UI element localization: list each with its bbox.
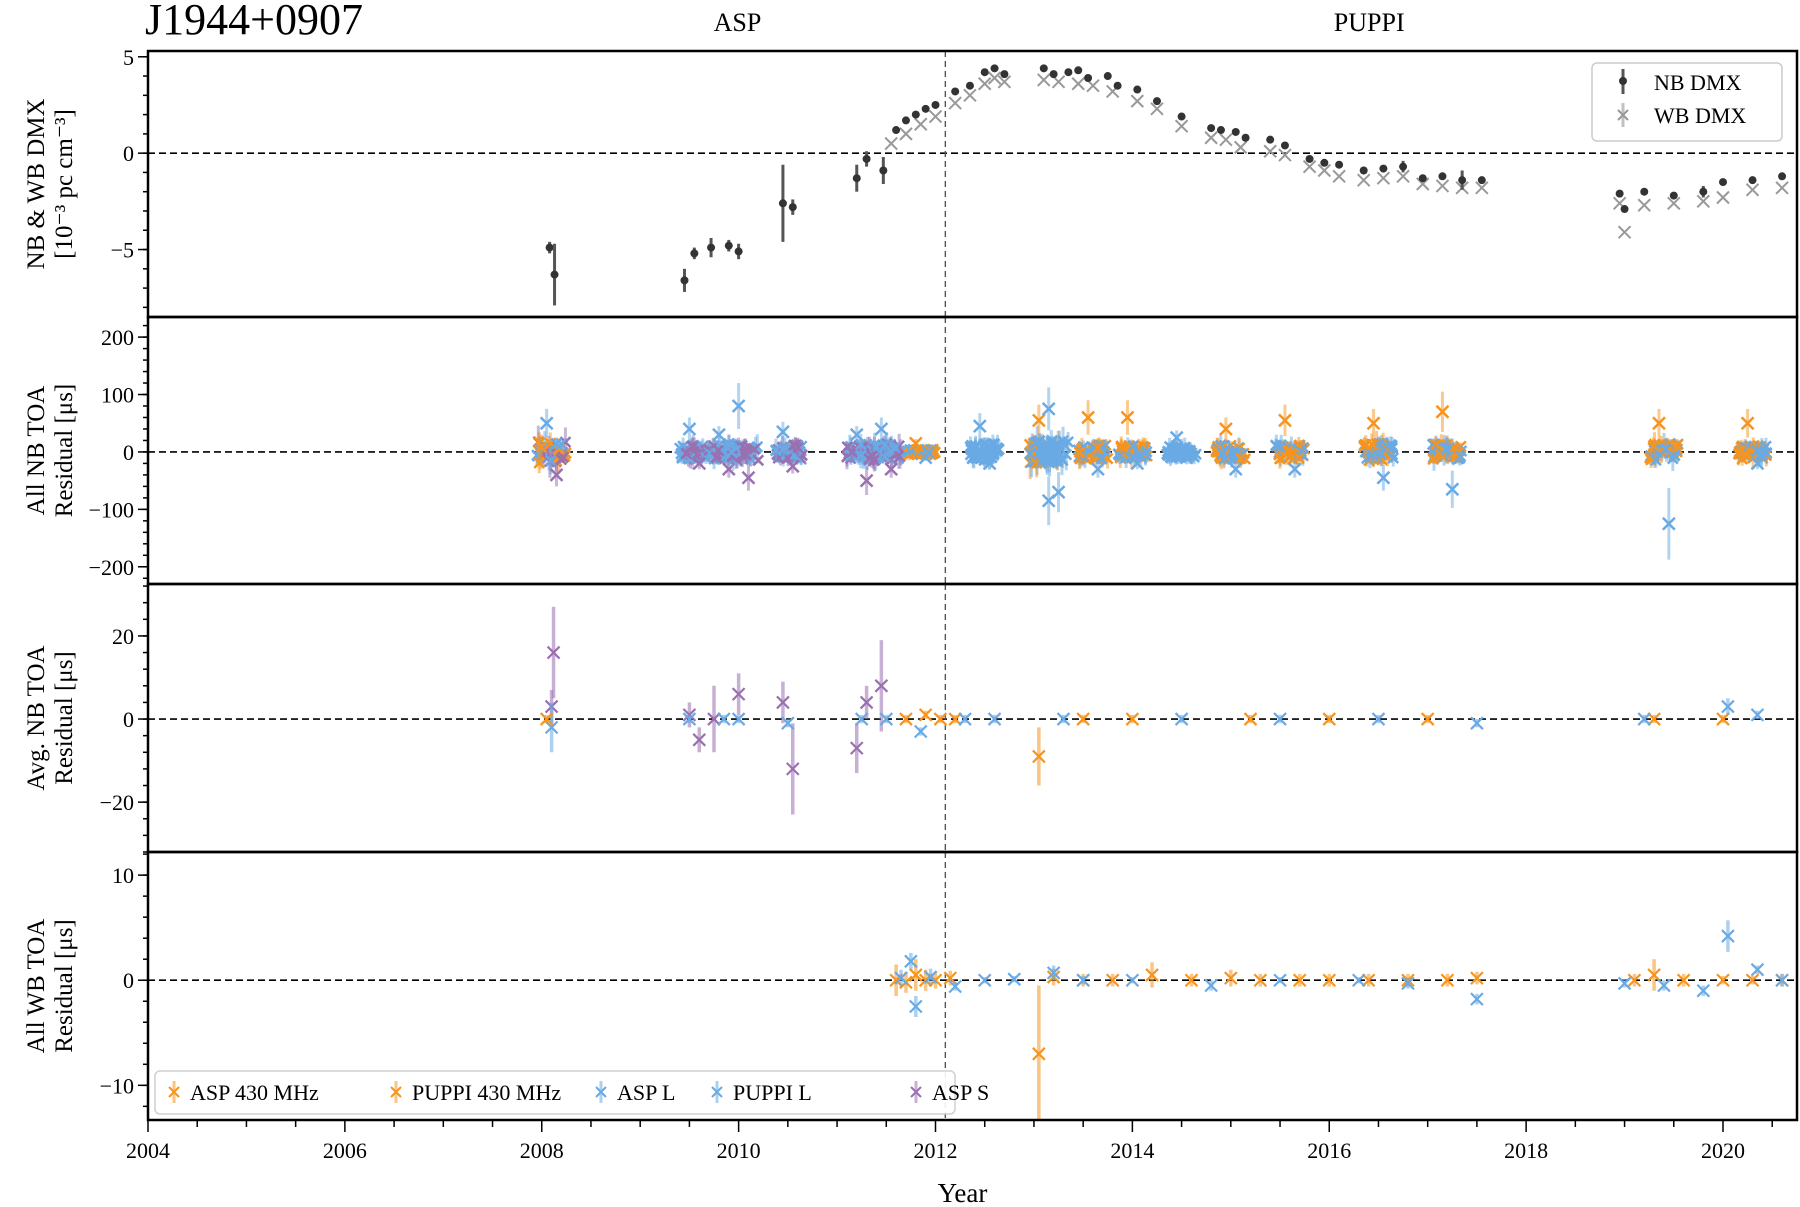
y-tick-label: 200: [101, 325, 134, 350]
y-tick-label: 0: [123, 141, 134, 166]
x-tick-label: 2010: [717, 1138, 761, 1163]
panel-dmx: −5 0 5 NB & WB DMX [10⁻³ pc cm⁻³] NB DMX WB DM…: [23, 45, 1799, 319]
plot-area-all_wb_toa: [148, 852, 1797, 1120]
y-tick-label: −20: [100, 790, 134, 815]
plot-area-dmx: [148, 51, 1797, 317]
y-tick-label: 10: [112, 863, 134, 888]
y-tick-label: −10: [100, 1073, 134, 1098]
x-tick-label: 2012: [914, 1138, 958, 1163]
y-axis-label: Avg. NB TOA: [23, 645, 50, 790]
x-axis-label: Year: [938, 1178, 988, 1207]
svg-text:PUPPI L: PUPPI L: [733, 1080, 812, 1105]
x-tick-label: 2006: [323, 1138, 367, 1163]
backend-legend: ASP 430 MHz PUPPI 430 MHz ASP L PUPPI L ASP …: [154, 1070, 989, 1115]
x-tick-label: 2008: [520, 1138, 564, 1163]
y-axis-unit-label: Residual [μs]: [51, 651, 78, 785]
plot-area-all_nb_toa: [148, 317, 1797, 584]
x-tick-label: 2018: [1504, 1138, 1548, 1163]
axes-frame: [146, 49, 1799, 319]
y-tick-label: 100: [101, 383, 134, 408]
y-tick-label: 0: [123, 707, 134, 732]
svg-text:ASP L: ASP L: [617, 1080, 675, 1105]
svg-text:ASP S: ASP S: [932, 1080, 989, 1105]
dmx-legend: NB DMX WB DMX: [1591, 62, 1783, 142]
x-tick-label: 2004: [126, 1138, 170, 1163]
svg-text:NB DMX: NB DMX: [1654, 70, 1742, 95]
x-tick-label: 2016: [1307, 1138, 1351, 1163]
panel-avg_nb_toa: −20 0 20 Avg. NB TOA Residual [μs]: [23, 582, 1799, 854]
y-tick-label: 0: [123, 440, 134, 465]
pulsar-name-title: J1944+0907: [145, 0, 363, 44]
panel-all_nb_toa: −200 −100 0 100 200 All NB TOA Residual [μs]: [23, 315, 1799, 586]
panel-all_wb_toa: −10 0 10 All WB TOA Residual [μs] ASP 430 MHz…: [23, 850, 1799, 1122]
backend-label-asp: ASP: [713, 8, 762, 37]
y-axis-label: All WB TOA: [23, 919, 50, 1054]
y-tick-label: 5: [123, 45, 134, 70]
y-tick-label: 0: [123, 968, 134, 993]
y-tick-label: 20: [112, 624, 134, 649]
y-tick-label: −5: [111, 238, 134, 263]
x-tick-label: 2014: [1110, 1138, 1154, 1163]
y-tick-label: −100: [89, 497, 134, 522]
svg-text:WB DMX: WB DMX: [1654, 103, 1746, 128]
plot-area-avg_nb_toa: [148, 584, 1797, 852]
y-axis-unit-label: Residual [μs]: [51, 384, 78, 518]
y-axis-label: All NB TOA: [23, 386, 50, 516]
axes-frame: [146, 850, 1799, 1122]
svg-text:ASP 430 MHz: ASP 430 MHz: [190, 1080, 319, 1105]
svg-text:PUPPI 430 MHz: PUPPI 430 MHz: [412, 1080, 561, 1105]
y-axis-unit-label: [10⁻³ pc cm⁻³]: [51, 109, 78, 259]
y-axis-unit-label: Residual [μs]: [51, 919, 78, 1053]
backend-label-puppi: PUPPI: [1333, 8, 1405, 37]
axes-frame: [146, 582, 1799, 854]
y-axis-label: NB & WB DMX: [23, 98, 50, 269]
x-tick-label: 2020: [1701, 1138, 1745, 1163]
y-tick-label: −200: [89, 555, 134, 580]
